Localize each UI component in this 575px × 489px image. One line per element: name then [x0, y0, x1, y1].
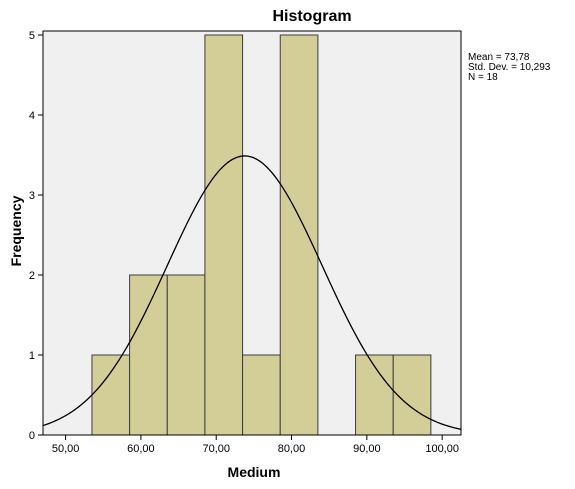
histogram-bar-3	[166, 274, 206, 436]
stat-line: N = 18	[468, 72, 498, 83]
normal-curve	[42, 155, 462, 430]
histogram-bar-8	[355, 354, 394, 436]
y-tick-label: 1	[29, 350, 35, 362]
y-tick-label: 0	[29, 430, 35, 442]
x-tick-label: 80,00	[278, 443, 306, 455]
y-axis-label: Frequency	[8, 195, 24, 266]
y-tick-label: 2	[29, 270, 35, 282]
x-tick-label: 50,00	[52, 443, 80, 455]
x-tick-label: 70,00	[202, 443, 230, 455]
histogram-bar-4	[204, 34, 244, 436]
y-axis-ticks: 0 1 2 3 4 5	[29, 30, 43, 442]
y-tick-label: 4	[29, 110, 35, 122]
histogram-bar-5	[242, 354, 281, 436]
x-axis-ticks: 50,00 60,00 70,00 80,00 90,00 100,00	[52, 435, 459, 455]
stat-line: Mean = 73,78	[468, 52, 530, 63]
y-tick-label: 5	[29, 30, 35, 42]
chart-title: Histogram	[272, 8, 351, 25]
x-axis-label: Medium	[228, 464, 281, 480]
histogram-bars	[91, 34, 432, 436]
x-tick-label: 100,00	[425, 443, 459, 455]
histogram-bar-9	[392, 354, 432, 436]
histogram-bar-2	[129, 274, 168, 436]
histogram-bar-1	[91, 354, 131, 436]
stat-line: Std. Dev. = 10,293	[468, 62, 551, 73]
histogram-bar-6	[279, 34, 319, 436]
y-tick-label: 3	[29, 190, 35, 202]
x-tick-label: 60,00	[127, 443, 155, 455]
x-tick-label: 90,00	[353, 443, 381, 455]
